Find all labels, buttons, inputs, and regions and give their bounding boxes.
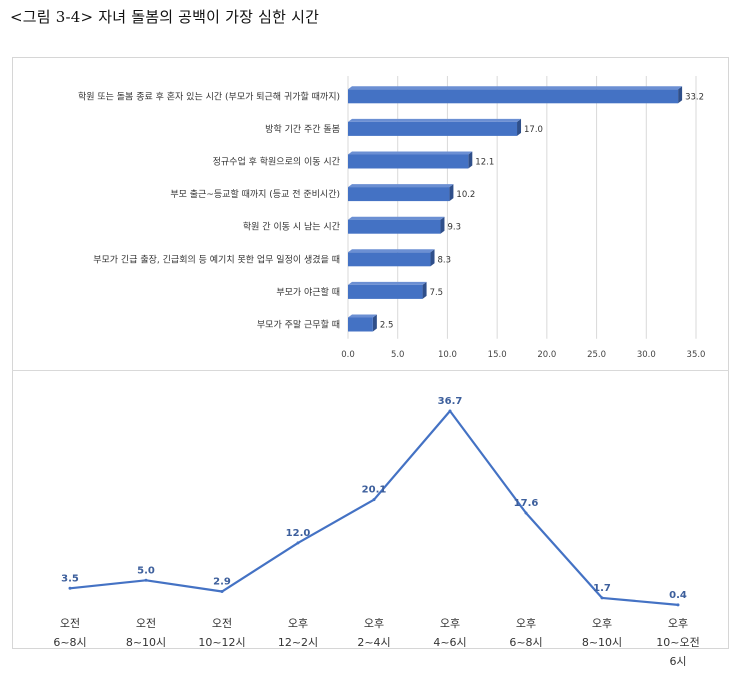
bar-category-label: 방학 기간 주간 돌봄 — [265, 124, 340, 135]
line-value-label: 0.4 — [669, 590, 687, 601]
bar — [348, 154, 469, 169]
line-point — [296, 541, 300, 545]
bar-value-label: 17.0 — [524, 125, 543, 135]
x-tick-label: 35.0 — [687, 350, 706, 360]
x-tick-label: 20.0 — [537, 350, 556, 360]
chart-divider — [12, 370, 729, 371]
bar — [348, 317, 373, 332]
bar — [348, 252, 431, 267]
x-tick-label: 5.0 — [391, 350, 405, 360]
bar-value-label: 7.5 — [430, 288, 444, 298]
bar-value-label: 33.2 — [685, 92, 704, 102]
bar — [348, 89, 679, 104]
line-value-label: 3.5 — [61, 573, 79, 584]
bar-top — [348, 314, 377, 318]
bar — [348, 121, 518, 136]
bar-value-label: 8.3 — [438, 255, 452, 265]
bar-category-label: 부모가 야근할 때 — [276, 287, 340, 298]
x-category-label: 10~12시 — [198, 636, 245, 649]
chart-panel — [12, 57, 729, 649]
bar-side — [422, 281, 427, 299]
bar-top — [348, 184, 454, 188]
bar-side — [468, 151, 473, 169]
bar-category-label: 부모 출근~등교할 때까지 (등교 전 준비시간) — [170, 189, 340, 200]
bar — [348, 219, 441, 234]
line-point — [676, 603, 680, 607]
line-point — [448, 409, 452, 413]
bar — [348, 187, 450, 202]
bar-top — [348, 86, 683, 90]
bar-top — [348, 249, 435, 253]
bar-value-label: 10.2 — [456, 190, 475, 200]
bar-side — [430, 249, 435, 267]
x-tick-label: 30.0 — [637, 350, 656, 360]
x-category-label: 오후 — [592, 617, 612, 630]
line-point — [220, 590, 224, 594]
x-category-label: 오후 — [364, 617, 384, 630]
x-category-label: 6~8시 — [509, 636, 542, 649]
line-value-label: 2.9 — [213, 577, 231, 588]
bar-category-label: 학원 간 이동 시 남는 시간 — [243, 222, 340, 233]
bar-top — [348, 118, 522, 122]
line-series — [69, 409, 679, 606]
x-category-label: 4~6시 — [433, 636, 466, 649]
bar-value-label: 2.5 — [380, 321, 394, 331]
line-value-label: 17.6 — [514, 498, 539, 509]
line-point — [600, 596, 604, 600]
x-tick-label: 10.0 — [438, 350, 457, 360]
bar-side — [517, 118, 522, 136]
bar-chart: 0.0 5.0 10.0 15.0 20.0 25.0 30.0 35.0 33.2 학원 또는 … — [78, 76, 706, 360]
line-value-label: 12.0 — [286, 528, 311, 539]
line-value-label: 1.7 — [593, 583, 611, 594]
x-category-label: 오후 — [516, 617, 536, 630]
bar-side — [440, 216, 445, 234]
bar-value-label: 9.3 — [447, 223, 461, 233]
x-category-label: 10~오전 — [656, 636, 699, 649]
x-tick-label: 15.0 — [488, 350, 507, 360]
x-category-label: 오후 — [440, 617, 460, 630]
x-category-label: 오후 — [288, 617, 308, 630]
x-category-label: 8~10시 — [126, 636, 166, 649]
line-point — [372, 498, 376, 502]
x-category-label: 오전 — [60, 617, 80, 630]
bar-category-label: 정규수업 후 학원으로의 이동 시간 — [213, 157, 340, 168]
bar-side — [449, 184, 454, 202]
x-tick-label: 25.0 — [587, 350, 606, 360]
x-category-label: 오후 — [668, 617, 688, 630]
line-value-label: 36.7 — [438, 396, 463, 407]
bar-top — [348, 151, 473, 155]
bar-category-label: 학원 또는 돌봄 종료 후 혼자 있는 시간 (부모가 퇴근해 귀가할 때까지) — [78, 90, 340, 102]
x-category-label: 오전 — [136, 617, 156, 630]
bar-value-label: 12.1 — [475, 158, 494, 168]
bar-category-label: 부모가 주말 근무할 때 — [257, 319, 340, 331]
bar-side — [678, 86, 683, 104]
bar-category-label: 부모가 긴급 출장, 긴급회의 등 예기치 못한 업무 일정이 생겼을 때 — [93, 253, 340, 265]
x-category-label: 2~4시 — [357, 636, 390, 649]
x-tick-label: 0.0 — [341, 350, 355, 360]
bar-top — [348, 216, 445, 220]
x-category-label: 6~8시 — [53, 636, 86, 649]
bar-top — [348, 281, 427, 285]
figure-title: <그림 3-4> 자녀 돌봄의 공백이 가장 심한 시간 — [10, 8, 320, 26]
x-category-label: 6시 — [669, 655, 686, 668]
bar — [348, 284, 423, 299]
line-point — [68, 586, 72, 590]
line-point — [524, 511, 528, 515]
x-category-label: 8~10시 — [582, 636, 622, 649]
line-value-label: 5.0 — [137, 565, 155, 576]
x-category-label: 오전 — [212, 617, 232, 630]
line-value-label: 20.1 — [362, 485, 387, 496]
line-point — [144, 578, 148, 582]
x-category-label: 12~2시 — [278, 636, 318, 649]
bar-side — [372, 314, 377, 332]
